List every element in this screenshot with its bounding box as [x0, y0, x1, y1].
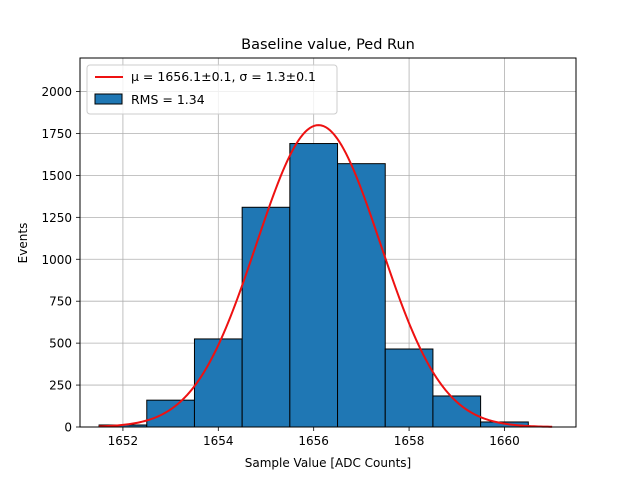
x-axis-ticks: 1652 1654 1656 1658 1660 — [108, 427, 520, 448]
histogram-bar — [384, 348, 434, 428]
y-tick-label: 2000 — [41, 85, 72, 99]
histogram-bars — [98, 143, 529, 428]
x-tick-label: 1660 — [489, 434, 520, 448]
gaussian-fit-curve — [99, 124, 553, 428]
y-tick-label: 1750 — [41, 127, 72, 141]
y-tick-label: 1500 — [41, 169, 72, 183]
y-tick-label: 1000 — [41, 253, 72, 267]
histogram-bar — [337, 163, 386, 428]
histogram-bar — [146, 399, 195, 428]
histogram-bar — [241, 206, 291, 428]
y-tick-label: 0 — [64, 421, 72, 435]
y-tick-label: 750 — [49, 295, 72, 309]
x-axis-title: Sample Value [ADC Counts] — [245, 456, 411, 470]
chart-title: Baseline value, Ped Run — [241, 37, 415, 53]
y-tick-label: 250 — [49, 379, 72, 393]
legend-hist-label: RMS = 1.34 — [131, 92, 205, 107]
x-tick-label: 1652 — [108, 434, 139, 448]
histogram-bar — [289, 143, 339, 428]
x-tick-label: 1654 — [203, 434, 234, 448]
legend-box — [86, 64, 338, 115]
y-axis-title: Events — [16, 223, 30, 264]
legend-hist-swatch — [94, 93, 123, 105]
plot-frame — [79, 57, 577, 428]
histogram-bar — [193, 338, 243, 428]
y-tick-label: 1250 — [41, 211, 72, 225]
y-tick-label: 500 — [49, 337, 72, 351]
x-tick-label: 1658 — [394, 434, 425, 448]
legend: μ = 1656.1±0.1, σ = 1.3±0.1 RMS = 1.34 — [86, 64, 338, 115]
y-axis-ticks: 0 250 500 750 1000 1250 1500 1750 2000 — [41, 85, 80, 435]
legend-fit-label: μ = 1656.1±0.1, σ = 1.3±0.1 — [131, 69, 316, 84]
x-tick-label: 1656 — [298, 434, 329, 448]
